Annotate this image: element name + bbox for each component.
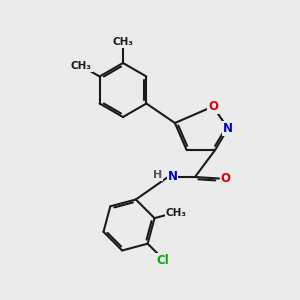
Text: N: N xyxy=(167,170,178,184)
Text: CH₃: CH₃ xyxy=(112,37,134,47)
Text: O: O xyxy=(220,172,231,185)
Text: O: O xyxy=(208,100,218,113)
Text: H: H xyxy=(153,170,162,181)
Text: CH₃: CH₃ xyxy=(71,61,92,71)
Text: N: N xyxy=(223,122,233,135)
Text: Cl: Cl xyxy=(156,254,169,266)
Text: CH₃: CH₃ xyxy=(166,208,187,218)
